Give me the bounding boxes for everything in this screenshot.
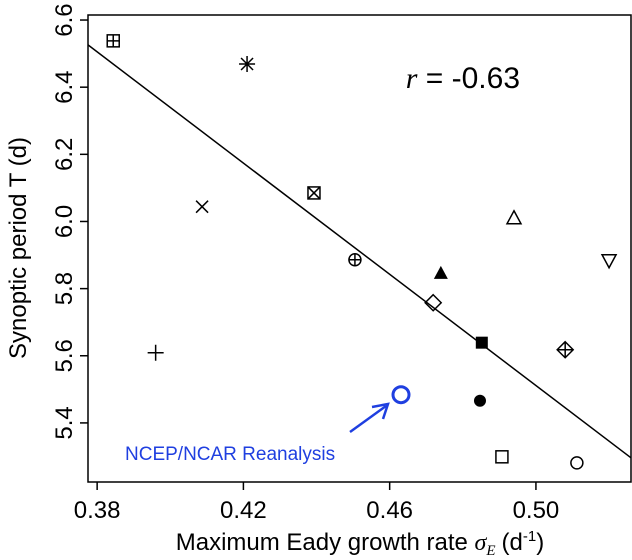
y-tick-label: 5.4 [51, 406, 78, 439]
point [147, 344, 164, 361]
x-tick-label: 0.42 [220, 497, 267, 524]
marker-part [107, 34, 120, 47]
marker-part [473, 394, 486, 407]
marker-part [307, 186, 321, 200]
marker-part [239, 56, 256, 73]
annotation-arrow-head [371, 402, 390, 420]
plot-frame [87, 14, 632, 483]
marker-part [475, 336, 488, 349]
point [424, 293, 443, 312]
y-tick-label: 6.2 [51, 138, 78, 171]
y-tick-label: 6.6 [51, 3, 78, 36]
x-label-sub: E [485, 543, 495, 559]
x-label-symbol: σ [475, 530, 488, 556]
stat-text: = -0.63 [426, 62, 520, 95]
point [195, 200, 209, 214]
x-tick-label: 0.38 [74, 497, 121, 524]
annotation: NCEP/NCAR Reanalysis [125, 444, 335, 465]
y-tick-label: 6.4 [51, 70, 78, 103]
y-tick-label: 6.0 [51, 205, 78, 238]
y-tick-label: 5.6 [51, 339, 78, 372]
x-label-close: ) [536, 529, 544, 556]
marker-part [433, 265, 448, 279]
annotation-arrow [349, 404, 387, 434]
y-axis-label: Synoptic period T (d) [5, 137, 32, 359]
point [106, 34, 120, 48]
point [391, 385, 411, 405]
point [505, 209, 523, 225]
marker-part [495, 450, 509, 464]
marker-part [307, 186, 321, 200]
marker-part [505, 209, 523, 225]
point [239, 56, 256, 73]
marker-part [570, 456, 584, 470]
stat-label: r = -0.63 [406, 62, 520, 95]
marker-part [391, 385, 411, 405]
x-tick-label: 0.46 [366, 497, 413, 524]
point [433, 265, 448, 279]
point [495, 450, 509, 464]
point [600, 254, 618, 270]
x-label-text: Maximum Eady growth rate [176, 529, 468, 556]
point [473, 394, 486, 407]
point [570, 456, 584, 470]
marker-part [195, 200, 209, 214]
point [307, 186, 321, 200]
fit-line [87, 44, 632, 459]
marker-part [424, 293, 443, 312]
point [475, 336, 488, 349]
marker-part [348, 253, 361, 266]
x-label-unit: (d [502, 529, 523, 556]
y-tick-label: 5.8 [51, 272, 78, 305]
marker-part [147, 344, 164, 361]
x-axis-label: Maximum Eady growth rate σE (d-1) [176, 528, 544, 559]
marker-part [557, 341, 574, 358]
stat-symbol: r [406, 62, 418, 95]
x-tick-label: 0.50 [513, 497, 560, 524]
x-label-sup: -1 [523, 528, 536, 545]
marker-part [600, 254, 618, 270]
point [556, 340, 575, 359]
point [348, 252, 362, 267]
